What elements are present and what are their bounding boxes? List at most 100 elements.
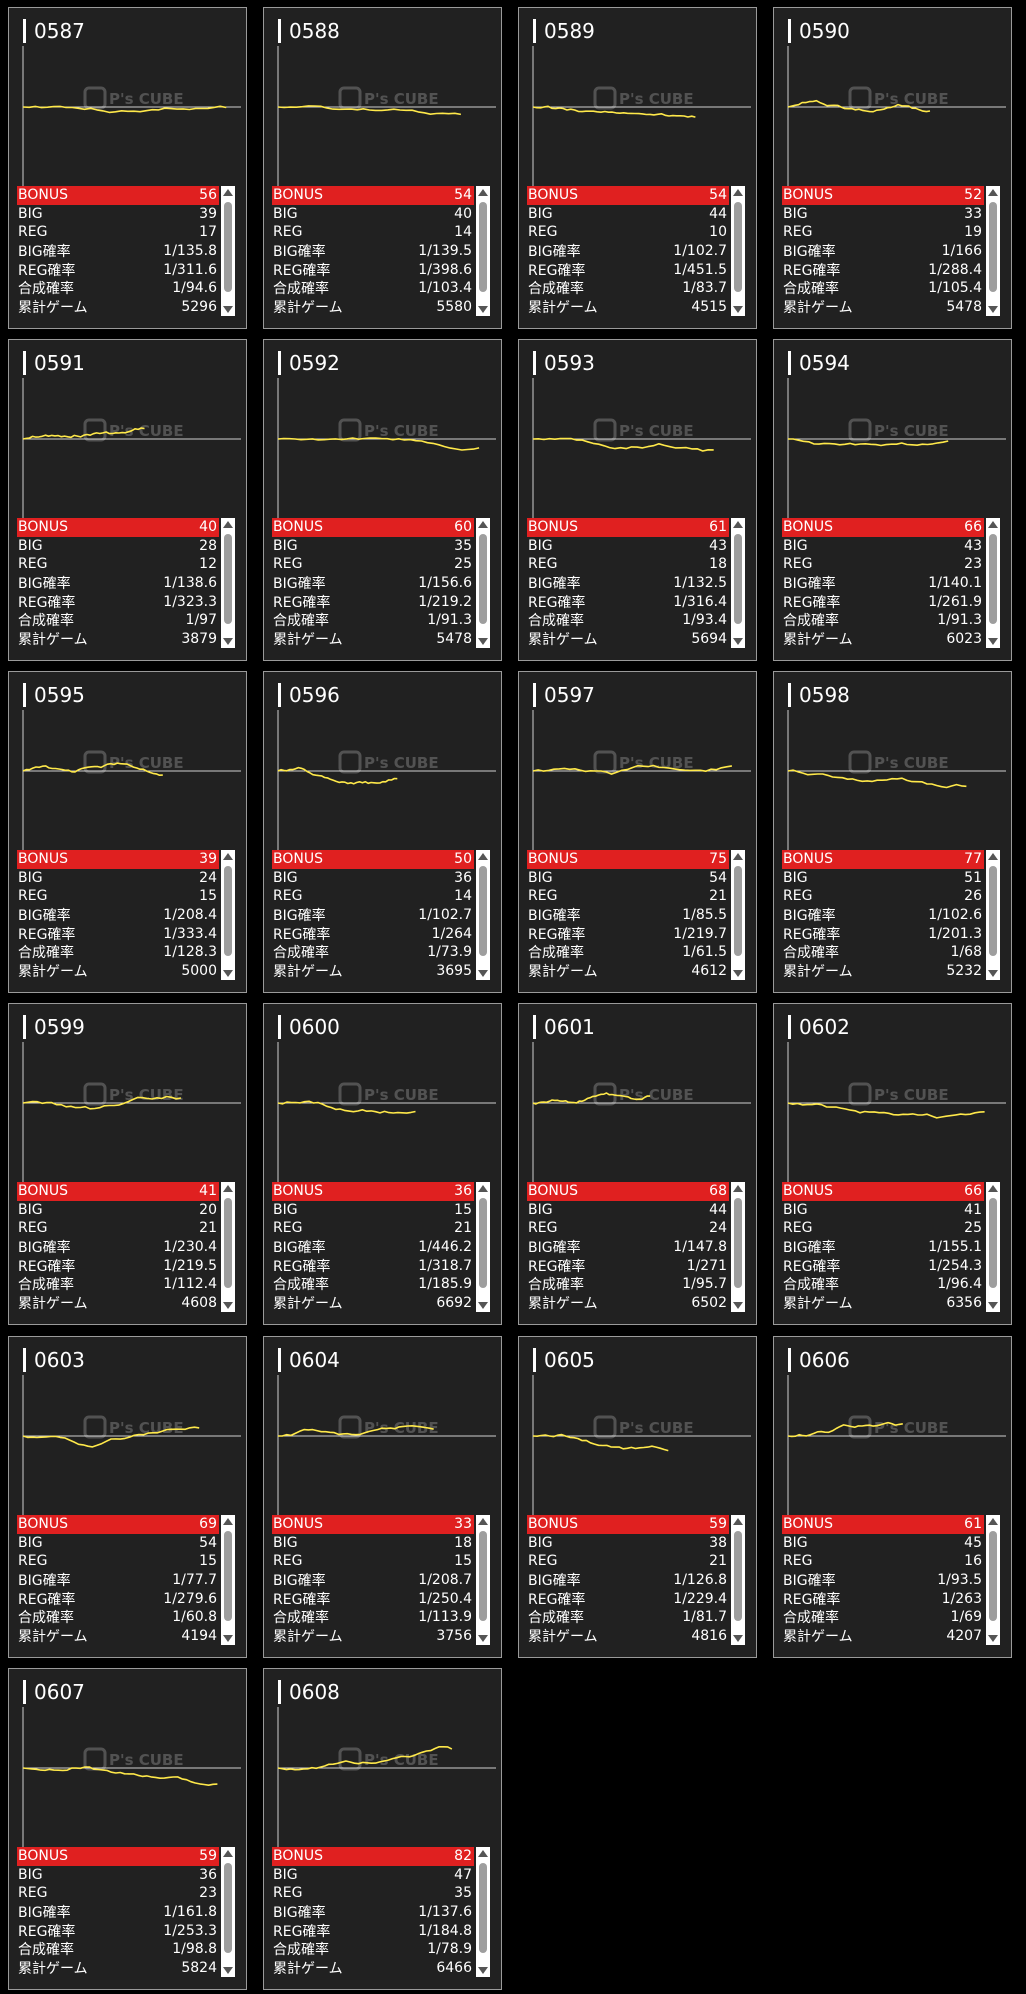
stats-scrollbar[interactable] [986,186,1000,316]
machine-card[interactable]: 0588 P's CUBE BONUS 54 BIG 40 REG [263,7,502,329]
scroll-thumb[interactable] [479,202,487,292]
stats-scrollbar[interactable] [476,850,490,980]
scroll-up-icon[interactable] [733,189,743,196]
scroll-thumb[interactable] [989,1531,997,1621]
machine-card[interactable]: 0591 P's CUBE BONUS 40 BIG 28 REG [8,339,247,661]
scroll-thumb[interactable] [479,1863,487,1953]
stats-scrollbar[interactable] [476,1182,490,1312]
machine-card[interactable]: 0594 P's CUBE BONUS 66 BIG 43 REG [773,339,1012,661]
machine-card[interactable]: 0604 P's CUBE BONUS 33 BIG 18 REG [263,1336,502,1658]
machine-card[interactable]: 0605 P's CUBE BONUS 59 BIG 38 REG [518,1336,757,1658]
machine-card[interactable]: 0589 P's CUBE BONUS 54 BIG 44 REG [518,7,757,329]
scroll-thumb[interactable] [224,202,232,292]
stats-scrollbar[interactable] [731,186,745,316]
machine-card[interactable]: 0597 P's CUBE BONUS 75 BIG 54 REG [518,671,757,993]
scroll-up-icon[interactable] [733,521,743,528]
scroll-down-icon[interactable] [223,970,233,977]
scroll-down-icon[interactable] [478,970,488,977]
machine-card[interactable]: 0608 P's CUBE BONUS 82 BIG 47 REG [263,1668,502,1990]
stats-scrollbar[interactable] [731,1182,745,1312]
machine-card[interactable]: 0592 P's CUBE BONUS 60 BIG 35 REG [263,339,502,661]
scroll-up-icon[interactable] [223,1850,233,1857]
machine-card[interactable]: 0598 P's CUBE BONUS 77 BIG 51 REG [773,671,1012,993]
scroll-up-icon[interactable] [988,1518,998,1525]
scroll-thumb[interactable] [734,202,742,292]
scroll-down-icon[interactable] [733,306,743,313]
scroll-up-icon[interactable] [478,1850,488,1857]
stats-scrollbar[interactable] [221,1182,235,1312]
scroll-down-icon[interactable] [478,306,488,313]
scroll-up-icon[interactable] [223,189,233,196]
machine-card[interactable]: 0600 P's CUBE BONUS 36 BIG 15 REG [263,1003,502,1325]
stats-scrollbar[interactable] [476,1515,490,1645]
scroll-up-icon[interactable] [733,1185,743,1192]
scroll-up-icon[interactable] [988,853,998,860]
scroll-up-icon[interactable] [988,1185,998,1192]
machine-card[interactable]: 0590 P's CUBE BONUS 52 BIG 33 REG [773,7,1012,329]
scroll-down-icon[interactable] [988,1635,998,1642]
scroll-thumb[interactable] [479,534,487,624]
machine-card[interactable]: 0607 P's CUBE BONUS 59 BIG 36 REG [8,1668,247,1990]
scroll-up-icon[interactable] [223,521,233,528]
scroll-up-icon[interactable] [988,189,998,196]
machine-card[interactable]: 0595 P's CUBE BONUS 39 BIG 24 REG [8,671,247,993]
scroll-down-icon[interactable] [478,1635,488,1642]
scroll-down-icon[interactable] [478,638,488,645]
stats-scrollbar[interactable] [986,518,1000,648]
machine-card[interactable]: 0599 P's CUBE BONUS 41 BIG 20 REG [8,1003,247,1325]
scroll-up-icon[interactable] [478,853,488,860]
stats-scrollbar[interactable] [221,1847,235,1977]
scroll-thumb[interactable] [734,1531,742,1621]
scroll-down-icon[interactable] [988,638,998,645]
stats-scrollbar[interactable] [731,518,745,648]
scroll-down-icon[interactable] [223,1635,233,1642]
scroll-down-icon[interactable] [988,1302,998,1309]
scroll-thumb[interactable] [989,1198,997,1288]
machine-card[interactable]: 0601 P's CUBE BONUS 68 BIG 44 REG [518,1003,757,1325]
scroll-down-icon[interactable] [223,1302,233,1309]
scroll-thumb[interactable] [734,866,742,956]
scroll-thumb[interactable] [734,534,742,624]
machine-card[interactable]: 0603 P's CUBE BONUS 69 BIG 54 REG [8,1336,247,1658]
scroll-thumb[interactable] [989,534,997,624]
scroll-up-icon[interactable] [478,189,488,196]
scroll-down-icon[interactable] [988,970,998,977]
scroll-thumb[interactable] [989,866,997,956]
scroll-down-icon[interactable] [223,306,233,313]
machine-card[interactable]: 0602 P's CUBE BONUS 66 BIG 41 REG [773,1003,1012,1325]
scroll-up-icon[interactable] [223,853,233,860]
scroll-up-icon[interactable] [733,853,743,860]
scroll-down-icon[interactable] [223,638,233,645]
scroll-thumb[interactable] [224,866,232,956]
scroll-up-icon[interactable] [733,1518,743,1525]
scroll-down-icon[interactable] [733,638,743,645]
scroll-down-icon[interactable] [733,1635,743,1642]
scroll-down-icon[interactable] [478,1967,488,1974]
stats-scrollbar[interactable] [476,1847,490,1977]
scroll-up-icon[interactable] [223,1518,233,1525]
scroll-thumb[interactable] [989,202,997,292]
stats-scrollbar[interactable] [986,850,1000,980]
machine-card[interactable]: 0587 P's CUBE BONUS 56 BIG 39 REG [8,7,247,329]
machine-card[interactable]: 0596 P's CUBE BONUS 50 BIG 36 REG [263,671,502,993]
stats-scrollbar[interactable] [731,1515,745,1645]
scroll-down-icon[interactable] [733,1302,743,1309]
stats-scrollbar[interactable] [476,518,490,648]
scroll-up-icon[interactable] [478,521,488,528]
stats-scrollbar[interactable] [731,850,745,980]
machine-card[interactable]: 0593 P's CUBE BONUS 61 BIG 43 REG [518,339,757,661]
scroll-thumb[interactable] [479,866,487,956]
scroll-thumb[interactable] [734,1198,742,1288]
scroll-thumb[interactable] [479,1531,487,1621]
scroll-up-icon[interactable] [988,521,998,528]
scroll-thumb[interactable] [224,1531,232,1621]
scroll-up-icon[interactable] [478,1518,488,1525]
stats-scrollbar[interactable] [221,186,235,316]
scroll-thumb[interactable] [479,1198,487,1288]
scroll-down-icon[interactable] [988,306,998,313]
stats-scrollbar[interactable] [221,850,235,980]
scroll-down-icon[interactable] [223,1967,233,1974]
machine-card[interactable]: 0606 P's CUBE BONUS 61 BIG 45 REG [773,1336,1012,1658]
scroll-thumb[interactable] [224,534,232,624]
scroll-up-icon[interactable] [478,1185,488,1192]
